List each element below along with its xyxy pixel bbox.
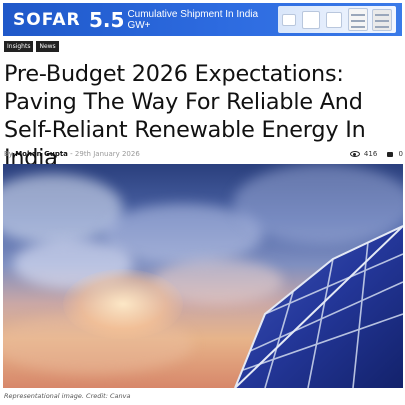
inverter-device-icon (302, 11, 320, 29)
article-stats: 416 0 (349, 150, 403, 158)
meta-separator: - (70, 150, 73, 158)
comments-count: 0 (398, 150, 403, 158)
views-count-group: 416 (349, 150, 378, 158)
banner-stat-line-1: Cumulative Shipment In India (127, 8, 259, 20)
battery-stack-icon (348, 8, 368, 31)
author-link[interactable]: Mohan Gupta (15, 150, 68, 158)
battery-stack-icon (372, 9, 392, 31)
featured-image (3, 164, 403, 388)
tag-news[interactable]: News (36, 41, 59, 52)
inverter-device-icon (326, 12, 342, 28)
banner-stat-line-2: GW+ (127, 19, 151, 31)
comment-icon (387, 151, 394, 157)
sofar-banner-ad[interactable]: SOFAR 5.5 Cumulative Shipment In India G… (3, 3, 402, 36)
eye-icon (349, 151, 360, 157)
tag-insights[interactable]: Insights (4, 41, 34, 52)
article-title: Pre-Budget 2026 Expectations: Paving The… (4, 61, 366, 171)
banner-stat-text: Cumulative Shipment In India GW+ (127, 9, 258, 31)
comments-count-group[interactable]: 0 (387, 150, 403, 158)
article-meta: By Mohan Gupta - 29th January 2026 416 0 (4, 150, 403, 160)
image-caption: Representational image. Credit: Canva (4, 392, 131, 400)
byline-prefix: By (4, 150, 13, 158)
category-tags: Insights News (4, 41, 59, 52)
solar-panel (234, 225, 403, 388)
publish-date: 29th January 2026 (74, 150, 140, 158)
battery-device-icon (282, 14, 296, 26)
banner-stat-number: 5.5 (89, 7, 125, 32)
sofar-logo: SOFAR (13, 9, 81, 30)
views-count: 416 (363, 150, 378, 158)
banner-product-images (278, 6, 396, 33)
sun-glow (63, 269, 183, 339)
